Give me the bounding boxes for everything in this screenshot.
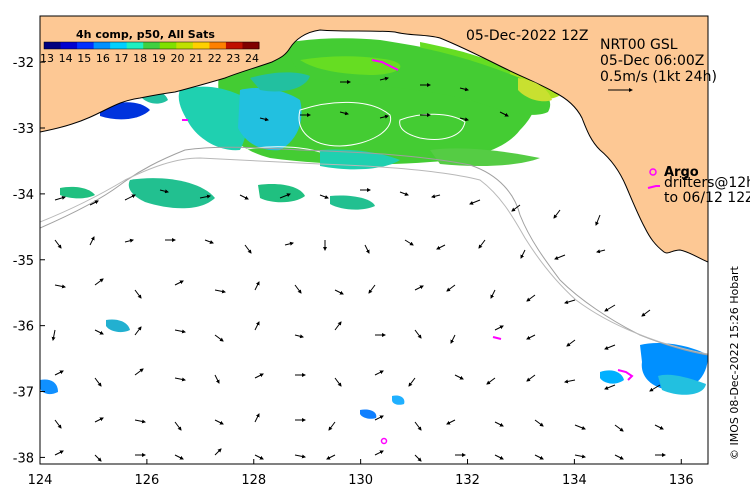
x-tick-label: 126 — [134, 473, 159, 488]
bathymetry-contour — [40, 157, 708, 355]
colorbar-segment — [143, 42, 161, 49]
x-tick-label: 124 — [28, 473, 53, 488]
y-tick-label: -37 — [13, 386, 34, 401]
colorbar-segment — [77, 42, 95, 49]
x-tick-label: 132 — [455, 473, 480, 488]
colorbar-segment — [192, 42, 210, 49]
legend: Argo drifters@12h to 06/12 12Z — [647, 165, 750, 206]
colorbar-segment — [242, 42, 260, 49]
colorbar-segment — [209, 42, 227, 49]
colorbar-segment — [126, 42, 144, 49]
colorbar-tick-label: 20 — [170, 52, 184, 65]
colorbar-tick-label: 17 — [115, 52, 129, 65]
colorbar-tick-label: 16 — [96, 52, 110, 65]
colorbar-segment — [44, 42, 62, 49]
colorbar-segment — [60, 42, 78, 49]
drifter-tracks — [182, 59, 634, 381]
colorbar-tick-label: 23 — [226, 52, 240, 65]
colorbar-tick-label: 15 — [77, 52, 91, 65]
drifters-legend-date: to 06/12 12Z — [664, 190, 750, 206]
land-mass — [40, 16, 708, 263]
drifter-legend-icon — [647, 185, 660, 189]
y-axis: -32 -33 -34 -35 -36 -37 -38 — [13, 56, 45, 466]
y-tick-label: -32 — [13, 56, 34, 71]
colorbar-tick-label: 19 — [152, 52, 166, 65]
sst-colorbar: 4h comp, p50, All Sats 13 14 15 16 17 18 19 20 2… — [40, 28, 260, 65]
plot-frame — [39, 15, 709, 465]
current-source: NRT00 GSL — [600, 37, 678, 53]
argo-legend-label: Argo — [664, 165, 699, 180]
y-tick-label: -35 — [13, 254, 34, 269]
argo-float-marker — [380, 437, 388, 445]
date-header: 05-Dec-2022 12Z — [466, 28, 589, 44]
bathymetry-contour — [40, 146, 708, 356]
colorbar-tick-label: 18 — [133, 52, 147, 65]
colorbar-segment — [110, 42, 128, 49]
colorbar-tick-label: 14 — [59, 52, 73, 65]
current-time: 05-Dec 06:00Z — [600, 53, 704, 69]
drifters-legend-label: drifters@12h — [664, 175, 750, 191]
x-tick-label: 136 — [669, 473, 694, 488]
colorbar-tick-label: 13 — [40, 52, 54, 65]
y-tick-label: -38 — [13, 451, 34, 466]
current-scale: 0.5m/s (1kt 24h) — [600, 69, 717, 85]
colorbar-outline — [43, 41, 260, 50]
x-tick-label: 130 — [348, 473, 373, 488]
colorbar-segment — [159, 42, 177, 49]
colorbar-tick-label: 22 — [208, 52, 222, 65]
colorbar-segment — [225, 42, 243, 49]
colorbar-tick-label: 21 — [189, 52, 203, 65]
x-tick-label: 128 — [241, 473, 266, 488]
credit-text: © IMOS 08-Dec-2022 15:26 Hobart — [728, 265, 741, 460]
colorbar-title: 4h comp, p50, All Sats — [76, 28, 215, 41]
y-tick-label: -36 — [13, 320, 34, 335]
colorbar-segment — [176, 42, 194, 49]
argo-legend-icon — [649, 168, 657, 176]
x-tick-label: 134 — [562, 473, 587, 488]
colorbar-segment — [93, 42, 111, 49]
y-tick-label: -33 — [13, 122, 34, 137]
x-axis: 124 126 128 130 132 134 136 — [28, 459, 694, 488]
current-vectors — [51, 76, 666, 462]
y-tick-label: -34 — [13, 188, 34, 203]
colorbar-tick-label: 24 — [245, 52, 259, 65]
